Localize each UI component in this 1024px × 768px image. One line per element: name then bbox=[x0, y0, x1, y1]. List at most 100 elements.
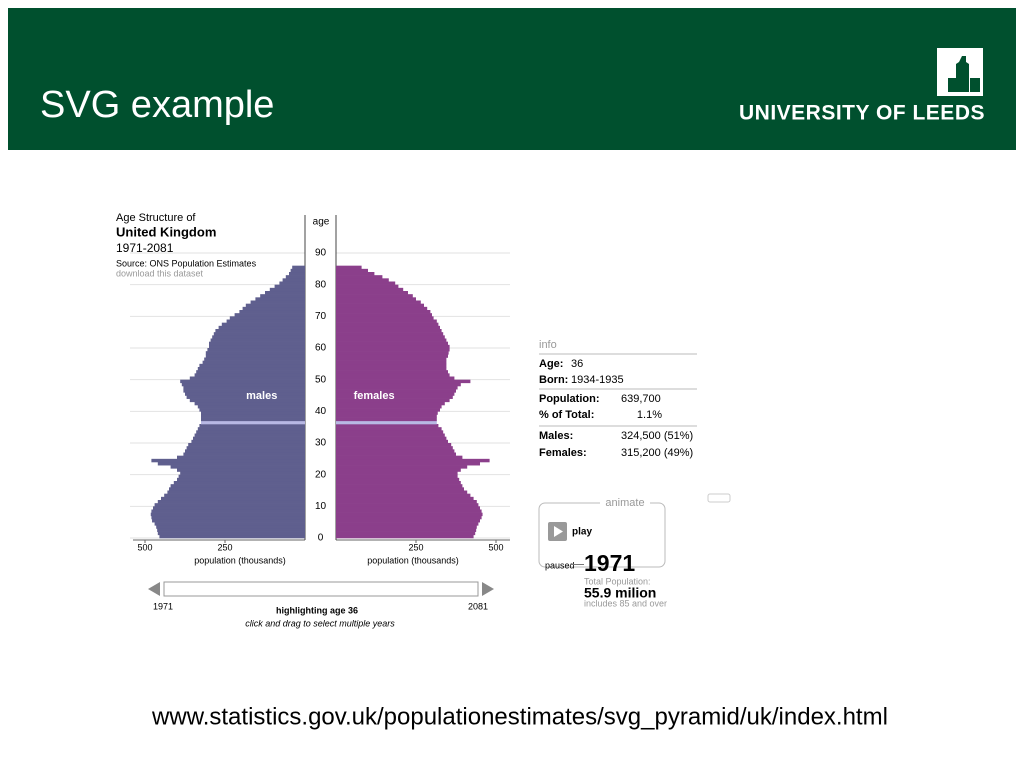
bar bbox=[336, 468, 461, 472]
bar bbox=[229, 316, 305, 320]
play-label[interactable]: play bbox=[572, 527, 592, 538]
bar bbox=[336, 408, 440, 412]
bar bbox=[153, 506, 305, 510]
bar bbox=[290, 268, 305, 273]
bar bbox=[196, 430, 305, 434]
bar bbox=[201, 420, 305, 425]
y-tick-label: 70 bbox=[315, 311, 327, 322]
bar bbox=[152, 519, 305, 523]
info-label: Females: bbox=[539, 447, 587, 459]
bar bbox=[336, 462, 480, 466]
y-tick-label: 50 bbox=[315, 374, 327, 385]
bar bbox=[205, 351, 305, 355]
bar bbox=[336, 303, 424, 308]
bar bbox=[164, 493, 305, 498]
bar bbox=[151, 509, 305, 513]
bar bbox=[336, 503, 479, 507]
bar bbox=[336, 344, 450, 349]
bar bbox=[157, 500, 305, 504]
bar bbox=[336, 341, 448, 346]
bar bbox=[151, 458, 305, 463]
state-tick bbox=[570, 564, 584, 565]
bar bbox=[336, 452, 456, 456]
total-label: Total Population: bbox=[584, 576, 651, 586]
bar bbox=[260, 294, 305, 298]
bar bbox=[336, 424, 439, 428]
bar bbox=[336, 319, 437, 323]
bar bbox=[336, 392, 455, 396]
slider: 1971 2081 highlighting age 36 click and … bbox=[148, 581, 494, 628]
bar bbox=[199, 424, 305, 428]
slider-hint: click and drag to select multiple years bbox=[245, 618, 395, 628]
bar bbox=[336, 325, 440, 330]
bar bbox=[213, 332, 305, 336]
bar bbox=[239, 310, 305, 314]
x-tick-label: 250 bbox=[217, 542, 232, 552]
bar bbox=[161, 496, 305, 501]
bar bbox=[336, 433, 445, 437]
slider-status: highlighting age 36 bbox=[276, 605, 358, 615]
bar bbox=[282, 278, 305, 282]
slider-right[interactable] bbox=[482, 582, 494, 596]
bar bbox=[336, 316, 434, 320]
series-label: females bbox=[354, 390, 395, 402]
footer-url: www.statistics.gov.uk/populationestimate… bbox=[151, 703, 888, 730]
bar bbox=[336, 519, 480, 523]
bar bbox=[336, 300, 421, 304]
bar bbox=[336, 272, 375, 276]
bar bbox=[336, 446, 453, 450]
bar bbox=[336, 427, 442, 431]
slider-track[interactable] bbox=[163, 581, 479, 597]
info-value: 324,500 (51%) bbox=[621, 430, 693, 442]
bar bbox=[177, 477, 305, 482]
bar bbox=[336, 329, 442, 333]
bar bbox=[279, 281, 305, 285]
info-label: % of Total: bbox=[539, 409, 594, 421]
animate-state: paused bbox=[545, 560, 575, 570]
bar bbox=[336, 389, 456, 393]
bar bbox=[154, 503, 305, 507]
y-tick-label: 40 bbox=[315, 406, 327, 417]
slider-left[interactable] bbox=[148, 582, 160, 596]
chart-subtitle: United Kingdom bbox=[116, 224, 216, 239]
header-band bbox=[8, 8, 1016, 150]
y-tick-label: 90 bbox=[315, 248, 327, 259]
bar bbox=[336, 528, 477, 532]
bar bbox=[336, 354, 448, 358]
bar bbox=[336, 436, 447, 441]
bar bbox=[336, 525, 477, 529]
download-link[interactable]: download this dataset bbox=[116, 268, 204, 278]
bar bbox=[336, 490, 468, 494]
stop-button[interactable] bbox=[707, 493, 731, 503]
bar bbox=[336, 414, 437, 418]
bar bbox=[336, 357, 447, 361]
y-tick-label: 80 bbox=[315, 279, 327, 290]
bar bbox=[188, 443, 305, 447]
bar bbox=[336, 376, 455, 380]
y-tick-label: 10 bbox=[315, 501, 327, 512]
bar bbox=[151, 515, 305, 520]
bar bbox=[336, 493, 471, 498]
logo-text: UNIVERSITY OF LEEDS bbox=[739, 102, 985, 125]
bar bbox=[201, 411, 305, 415]
bar bbox=[336, 275, 383, 279]
bar bbox=[336, 310, 431, 314]
bar bbox=[205, 354, 305, 358]
bar bbox=[197, 405, 305, 409]
bar bbox=[185, 449, 305, 453]
bar bbox=[336, 363, 447, 368]
y-axis-label: age bbox=[313, 217, 330, 228]
total-value: 55.9 milion bbox=[584, 585, 656, 601]
bar bbox=[336, 411, 438, 415]
info-value: 1934-1935 bbox=[571, 374, 624, 386]
bar bbox=[210, 338, 305, 342]
bar bbox=[336, 458, 490, 463]
bar bbox=[250, 300, 305, 304]
y-tick-label: 60 bbox=[315, 343, 327, 354]
bar bbox=[336, 351, 449, 355]
bar bbox=[336, 338, 447, 342]
bar bbox=[157, 531, 305, 536]
bar bbox=[336, 386, 458, 390]
slider-end: 2081 bbox=[468, 601, 488, 611]
bar bbox=[180, 379, 305, 384]
